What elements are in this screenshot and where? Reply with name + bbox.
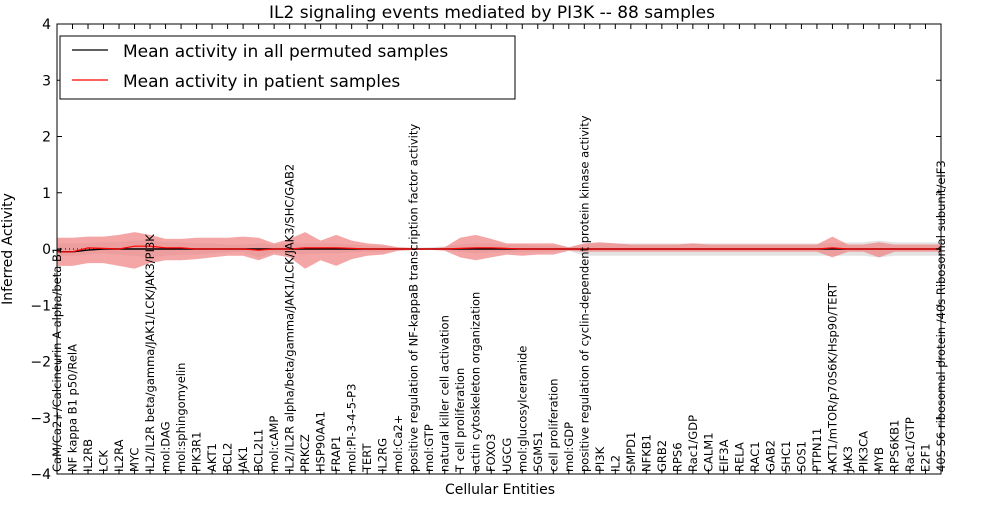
category-label: JAK3 — [841, 446, 855, 473]
category-label: FOXO3 — [484, 434, 498, 472]
category-labels: CaM/Ca2+/Calcineurin A alpha/beta B1 NF k… — [50, 24, 948, 474]
category-label: PTPN11 — [810, 428, 824, 472]
legend: Mean activity in all permuted samples Me… — [59, 35, 516, 100]
y-tick-label: 2 — [42, 130, 51, 146]
y-tick-label: 1 — [42, 186, 51, 202]
category-label: MYC — [128, 448, 142, 472]
category-label: cell proliferation — [546, 378, 560, 472]
y-axis-ticks: −4 −3 −2 −1 0 1 2 3 4 — [30, 17, 941, 483]
y-tick-label: 3 — [42, 73, 51, 89]
category-label: positive regulation of NF-kappaB transcr… — [407, 124, 421, 472]
y-tick-label: 0 — [42, 242, 51, 258]
band-patient — [57, 232, 941, 269]
category-label: AKT1 — [205, 443, 219, 472]
category-label: Rac1/GDP — [686, 415, 700, 472]
category-label: SHC1 — [779, 441, 793, 472]
category-label: RPS6KB1 — [888, 420, 902, 472]
category-label: IL2/IL2R alpha/beta/gamma/JAK1/LCK/JAK3/… — [283, 164, 297, 472]
y-tick-label: 4 — [42, 17, 51, 33]
category-label: Rac1/GTP — [903, 417, 917, 472]
legend-label-patient: Mean activity in patient samples — [123, 72, 400, 92]
category-label: SGMS1 — [531, 431, 545, 472]
category-label: natural killer cell activation — [438, 315, 452, 472]
category-label: CaM/Ca2+/Calcineurin A alpha/beta B1 — [50, 247, 64, 472]
category-label: mol:glucosylceramide — [515, 346, 529, 472]
category-label: mol:sphingomyelin — [174, 363, 188, 472]
category-label: RPS6 — [670, 442, 684, 472]
category-label: mol:GDP — [562, 422, 576, 472]
category-label: actin cytoskeleton organization — [469, 292, 483, 472]
category-label: BCL2 — [221, 443, 235, 472]
category-label: PIK3R1 — [190, 432, 204, 473]
category-label: E2F1 — [919, 443, 933, 472]
category-label: UGCG — [500, 438, 514, 472]
category-label: NFKB1 — [639, 434, 653, 472]
category-label: CALM1 — [701, 432, 715, 472]
category-label: mol:PI-3-4-5-P3 — [345, 384, 359, 472]
category-label: SOS1 — [794, 441, 808, 472]
category-label: mol:Ca2+ — [391, 415, 405, 472]
category-label: JAK1 — [236, 446, 250, 473]
category-label: mol:GTP — [422, 424, 436, 472]
category-label: IL2/IL2R beta/gamma/JAK1/LCK/JAK3/PI3K — [143, 234, 157, 472]
category-label: IL2RA — [112, 439, 126, 472]
legend-label-permuted: Mean activity in all permuted samples — [123, 42, 448, 62]
category-label: EIF3A — [717, 439, 731, 472]
category-label: PRKCZ — [298, 434, 312, 472]
category-label: FRAP1 — [329, 436, 343, 472]
y-tick-label: −1 — [30, 298, 51, 314]
y-axis-label: Inferred Activity — [0, 193, 16, 305]
category-label: PIK3CA — [857, 431, 871, 472]
category-label: RAC1 — [748, 441, 762, 472]
category-label: mol:DAG — [159, 421, 173, 472]
x-axis-label: Cellular Entities — [445, 482, 555, 498]
category-label: IL2 — [608, 455, 622, 472]
category-label: SMPD1 — [624, 432, 638, 472]
category-label: IL2RB — [81, 439, 95, 472]
category-label: 40S S6 ribosomal protein /40s Ribosomal … — [934, 160, 948, 472]
category-label: BCL2L1 — [252, 429, 266, 472]
category-label: HSP90AA1 — [314, 411, 328, 472]
category-label: mol:cAMP — [267, 416, 281, 472]
category-label: GRB2 — [655, 440, 669, 472]
category-label: AKT1/mTOR/p70S6K/Hsp90/TERT — [825, 282, 839, 472]
line-patient — [57, 245, 941, 253]
category-label: GAB2 — [763, 440, 777, 472]
category-label: LCK — [97, 450, 111, 472]
category-label: IL2RG — [376, 438, 390, 472]
category-label: MYB — [872, 447, 886, 472]
category-label: PI3K — [593, 446, 607, 472]
y-tick-label: −4 — [30, 467, 51, 483]
category-label: RELA — [732, 442, 746, 472]
legend-box — [59, 35, 516, 100]
y-tick-label: −3 — [30, 411, 51, 427]
category-label: NF kappa B1 p50/RelA — [66, 344, 80, 472]
category-label: positive regulation of cyclin-dependent … — [577, 115, 591, 472]
category-label: T cell proliferation — [453, 368, 467, 473]
chart-title: IL2 signaling events mediated by PI3K --… — [269, 3, 715, 23]
lines-layer — [57, 245, 941, 253]
category-label: TERT — [360, 443, 374, 473]
y-tick-label: −2 — [30, 355, 51, 371]
